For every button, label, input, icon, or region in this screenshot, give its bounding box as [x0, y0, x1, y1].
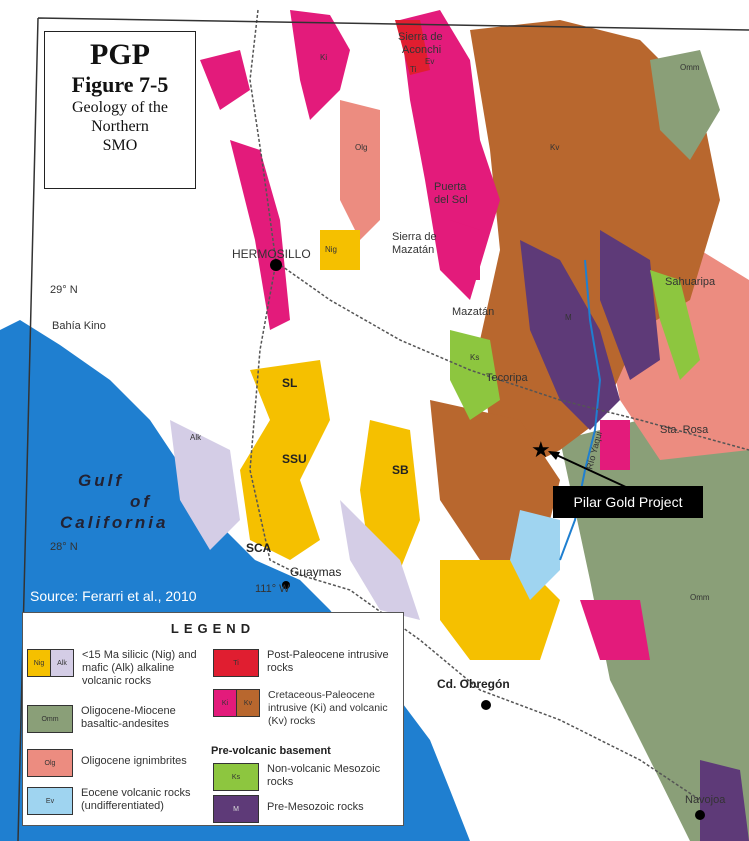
legend-item-ks: Ks Non-volcanic Mesozoic rocks: [213, 763, 399, 791]
highway: [249, 261, 701, 801]
legend-code: Nig: [28, 650, 50, 676]
legend-text: Cretaceous-Paleocene intrusive (Ki) and …: [268, 689, 388, 727]
label-navojoa: Navojoa: [685, 794, 726, 806]
state-road: [249, 9, 749, 451]
unit-label: Olg: [355, 143, 367, 152]
geologic-units: [170, 10, 749, 841]
source-credit: Source: Ferarri et al., 2010: [30, 588, 197, 604]
legend-code: Alk: [50, 650, 73, 676]
legend-text: Non-volcanic Mesozoic rocks: [267, 763, 381, 788]
legend-item-ki-kv: Ki Kv Cretaceous-Paleocene intrusive (Ki)…: [213, 689, 401, 728]
legend-code: Kv: [236, 690, 259, 716]
rio-yaqui-river: [559, 259, 602, 561]
legend-item-ev: Ev Eocene volcanic rocks (undifferentiat…: [27, 787, 207, 815]
label-sahuaripa: Sahuaripa: [665, 276, 716, 288]
legend-swatch: Nig Alk: [27, 649, 74, 677]
legend-text: Eocene volcanic rocks (undifferentiated): [81, 787, 191, 812]
legend-item-omm: Omm Oligocene-Miocene basaltic-andesites: [27, 705, 207, 733]
legend-item-ti: Ti Post-Paleocene intrusive rocks: [213, 649, 399, 677]
unit-label: Omm: [690, 593, 710, 602]
legend-code: Ev: [28, 788, 72, 814]
legend-swatch: Omm: [27, 705, 73, 733]
label-sierra-aconchi: Sierra de: [398, 31, 443, 43]
unit-label: Ki: [320, 53, 327, 62]
legend-swatch: Ki Kv: [213, 689, 260, 717]
hermosillo-city-marker: [270, 259, 282, 271]
figure-title-box: PGP Figure 7-5 Geology of the Northern S…: [44, 31, 196, 189]
label-sta-rosa: Sta. Rosa: [660, 424, 709, 436]
callout-arrow: [549, 451, 629, 489]
label-unit-ev: Ev: [425, 57, 434, 66]
label-sierra-aconchi-2: Aconchi: [402, 44, 441, 56]
title-figure: Figure 7-5: [71, 72, 169, 97]
legend-swatch: Olg: [27, 749, 73, 777]
unit-label: Omm: [680, 63, 700, 72]
legend-item-m: M Pre-Mesozoic rocks: [213, 795, 399, 823]
guaymas-city-marker: [282, 581, 290, 589]
label-mazatan: Mazatán: [452, 306, 494, 318]
title-pgp: PGP: [90, 38, 150, 71]
legend-code: Ki: [214, 690, 236, 716]
legend-item-olg: Olg Oligocene ignimbrites: [27, 749, 207, 777]
callout-arrowhead-icon: [548, 451, 560, 460]
legend: LEGEND Nig Alk <15 Ma silicic (Nig) and m…: [22, 612, 404, 826]
label-gulf-of: of: [130, 492, 152, 511]
label-obregon: Cd. Obregón: [437, 677, 510, 691]
legend-code: Omm: [28, 706, 72, 732]
label-sl: SL: [282, 376, 297, 390]
legend-text: Pre-Mesozoic rocks: [267, 801, 364, 813]
legend-code: Olg: [28, 750, 72, 776]
unit-label: Nig: [325, 245, 337, 254]
label-ssu: SSU: [282, 452, 307, 466]
label-lat-28: 28° N: [50, 541, 78, 553]
label-puerta: Puerta: [434, 181, 467, 193]
legend-swatch: Ks: [213, 763, 259, 791]
label-sierra-mazatan: Sierra de: [392, 231, 437, 243]
legend-swatch: M: [213, 795, 259, 823]
legend-swatch: Ti: [213, 649, 259, 677]
legend-item-nig-alk: Nig Alk <15 Ma silicic (Nig) and mafic (A…: [27, 649, 207, 688]
label-gulf: Gulf: [78, 471, 124, 490]
legend-text: <15 Ma silicic (Nig) and mafic (Alk) alk…: [82, 649, 197, 687]
unit-label: Alk: [190, 433, 202, 442]
label-bahia-kino: Bahía Kino: [52, 320, 106, 332]
title-line5: SMO: [102, 137, 138, 154]
legend-text: Oligocene-Miocene basaltic-andesites: [81, 705, 176, 730]
label-lon-111: 111° W: [255, 583, 290, 595]
map-frame: [17, 17, 749, 841]
label-guaymas: Guaymas: [290, 565, 341, 579]
unit-label: M: [565, 313, 572, 322]
legend-code: M: [214, 796, 258, 822]
pilar-gold-project-callout: Pilar Gold Project: [553, 486, 703, 518]
label-tecoripa: Tecoripa: [486, 372, 528, 384]
legend-text: Post-Paleocene intrusive rocks: [267, 649, 389, 674]
label-sb: SB: [392, 463, 409, 477]
navojoa-city-marker: [695, 810, 705, 820]
unit-label: Kv: [550, 143, 559, 152]
obregon-city-marker: [481, 700, 491, 710]
label-puerta-2: del Sol: [434, 194, 468, 206]
label-lat-29: 29° N: [50, 284, 78, 296]
label-gulf-california: California: [60, 513, 168, 532]
legend-swatch: Ev: [27, 787, 73, 815]
legend-subheading: Pre-volcanic basement: [211, 745, 331, 757]
title-line4: Northern: [91, 118, 149, 135]
legend-text: Oligocene ignimbrites: [81, 755, 187, 767]
label-hermosillo: HERMOSILLO: [232, 247, 311, 261]
pilar-project-star-icon: ★: [531, 437, 551, 462]
label-sierra-mazatan-2: Mazatán: [392, 244, 434, 256]
legend-code: Ks: [214, 764, 258, 790]
legend-code: Ti: [214, 650, 258, 676]
label-sca: SCA: [246, 541, 272, 555]
unit-label: Ks: [470, 353, 479, 362]
legend-title: LEGEND: [170, 621, 256, 636]
title-line3: Geology of the: [72, 99, 168, 116]
unit-label: Ti: [410, 65, 417, 74]
